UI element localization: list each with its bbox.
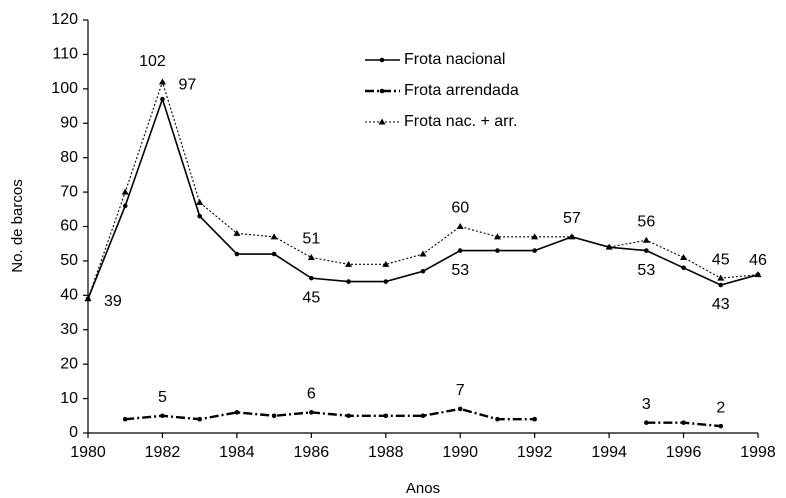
marker [419,250,427,257]
marker [309,410,314,415]
marker [568,233,576,240]
data-label: 53 [451,262,469,279]
marker [420,268,426,274]
marker [160,96,165,102]
data-label: 5 [158,389,167,406]
data-label: 2 [716,399,725,416]
y-tick-label: 10 [60,390,78,407]
y-tick-label: 0 [69,424,78,441]
marker [493,233,501,240]
marker [160,413,165,419]
legend-label: Frota nacional [404,51,505,68]
marker [532,416,537,422]
y-tick-label: 60 [60,218,78,235]
marker [644,248,649,253]
marker [197,213,202,219]
data-label: 45 [302,289,320,306]
marker [307,253,315,260]
marker [121,188,129,195]
x-tick-label: 1990 [442,444,478,461]
marker [642,236,650,243]
marker [457,406,463,412]
marker [457,248,463,253]
legend-label: Frota nac. + arr. [404,113,517,130]
marker [233,229,241,236]
marker [383,279,389,284]
legend-marker [379,88,385,94]
marker [644,420,649,425]
x-tick-label: 1986 [294,444,330,461]
data-label: 60 [451,200,469,217]
marker [309,275,314,281]
marker [718,423,724,429]
y-tick-label: 80 [60,149,78,166]
x-tick-label: 1998 [740,444,776,461]
marker [234,251,240,257]
data-label: 39 [104,293,122,310]
y-tick-label: 30 [60,321,78,338]
marker [495,416,500,422]
x-tick-label: 1992 [517,444,553,461]
x-tick-label: 1988 [368,444,404,461]
marker [717,274,725,281]
x-tick-label: 1996 [666,444,702,461]
x-tick-label: 1984 [219,444,255,461]
marker [270,233,278,240]
x-axis-label: Anos [406,480,440,497]
x-tick-label: 1994 [591,444,627,461]
y-tick-label: 110 [52,46,78,63]
y-tick-label: 20 [60,355,78,372]
data-label: 3 [642,396,651,413]
marker [196,198,204,205]
data-label: 45 [712,251,730,268]
marker [84,295,92,302]
x-tick-label: 1982 [145,444,181,461]
marker [345,260,353,267]
data-label: 53 [637,262,655,279]
marker [382,260,390,267]
data-label: 102 [139,53,166,70]
marker [158,78,166,85]
data-label: 46 [749,252,767,269]
marker [681,265,686,271]
marker [456,223,464,229]
y-tick-label: 40 [60,287,78,304]
marker [532,248,537,253]
marker [122,416,128,422]
y-axis-label: No. de barcos [9,179,26,272]
marker [420,413,426,419]
marker [197,416,202,422]
data-label: 97 [178,76,196,93]
data-label: 56 [637,213,655,230]
marker [681,420,686,425]
data-label: 51 [302,231,320,248]
marker [718,282,724,288]
marker [531,233,539,240]
legend-marker [378,118,386,125]
data-label: 7 [456,382,465,399]
data-label: 6 [307,386,316,403]
legend-marker [379,57,385,63]
y-tick-label: 90 [60,114,78,131]
marker [383,413,389,419]
marker [234,410,240,415]
marker [495,248,500,253]
marker [122,203,128,209]
data-label: 43 [712,296,730,313]
x-tick-label: 1980 [70,444,106,461]
marker [346,279,351,284]
y-tick-label: 120 [51,11,78,28]
legend-label: Frota arrendada [404,82,519,99]
marker [605,243,613,250]
y-tick-label: 100 [51,80,78,97]
y-tick-label: 70 [60,183,78,200]
marker [271,413,277,419]
data-label: 57 [563,210,581,227]
marker [680,253,688,260]
marker [346,413,351,419]
y-tick-label: 50 [60,252,78,269]
marker [754,271,762,278]
marker [271,251,277,257]
